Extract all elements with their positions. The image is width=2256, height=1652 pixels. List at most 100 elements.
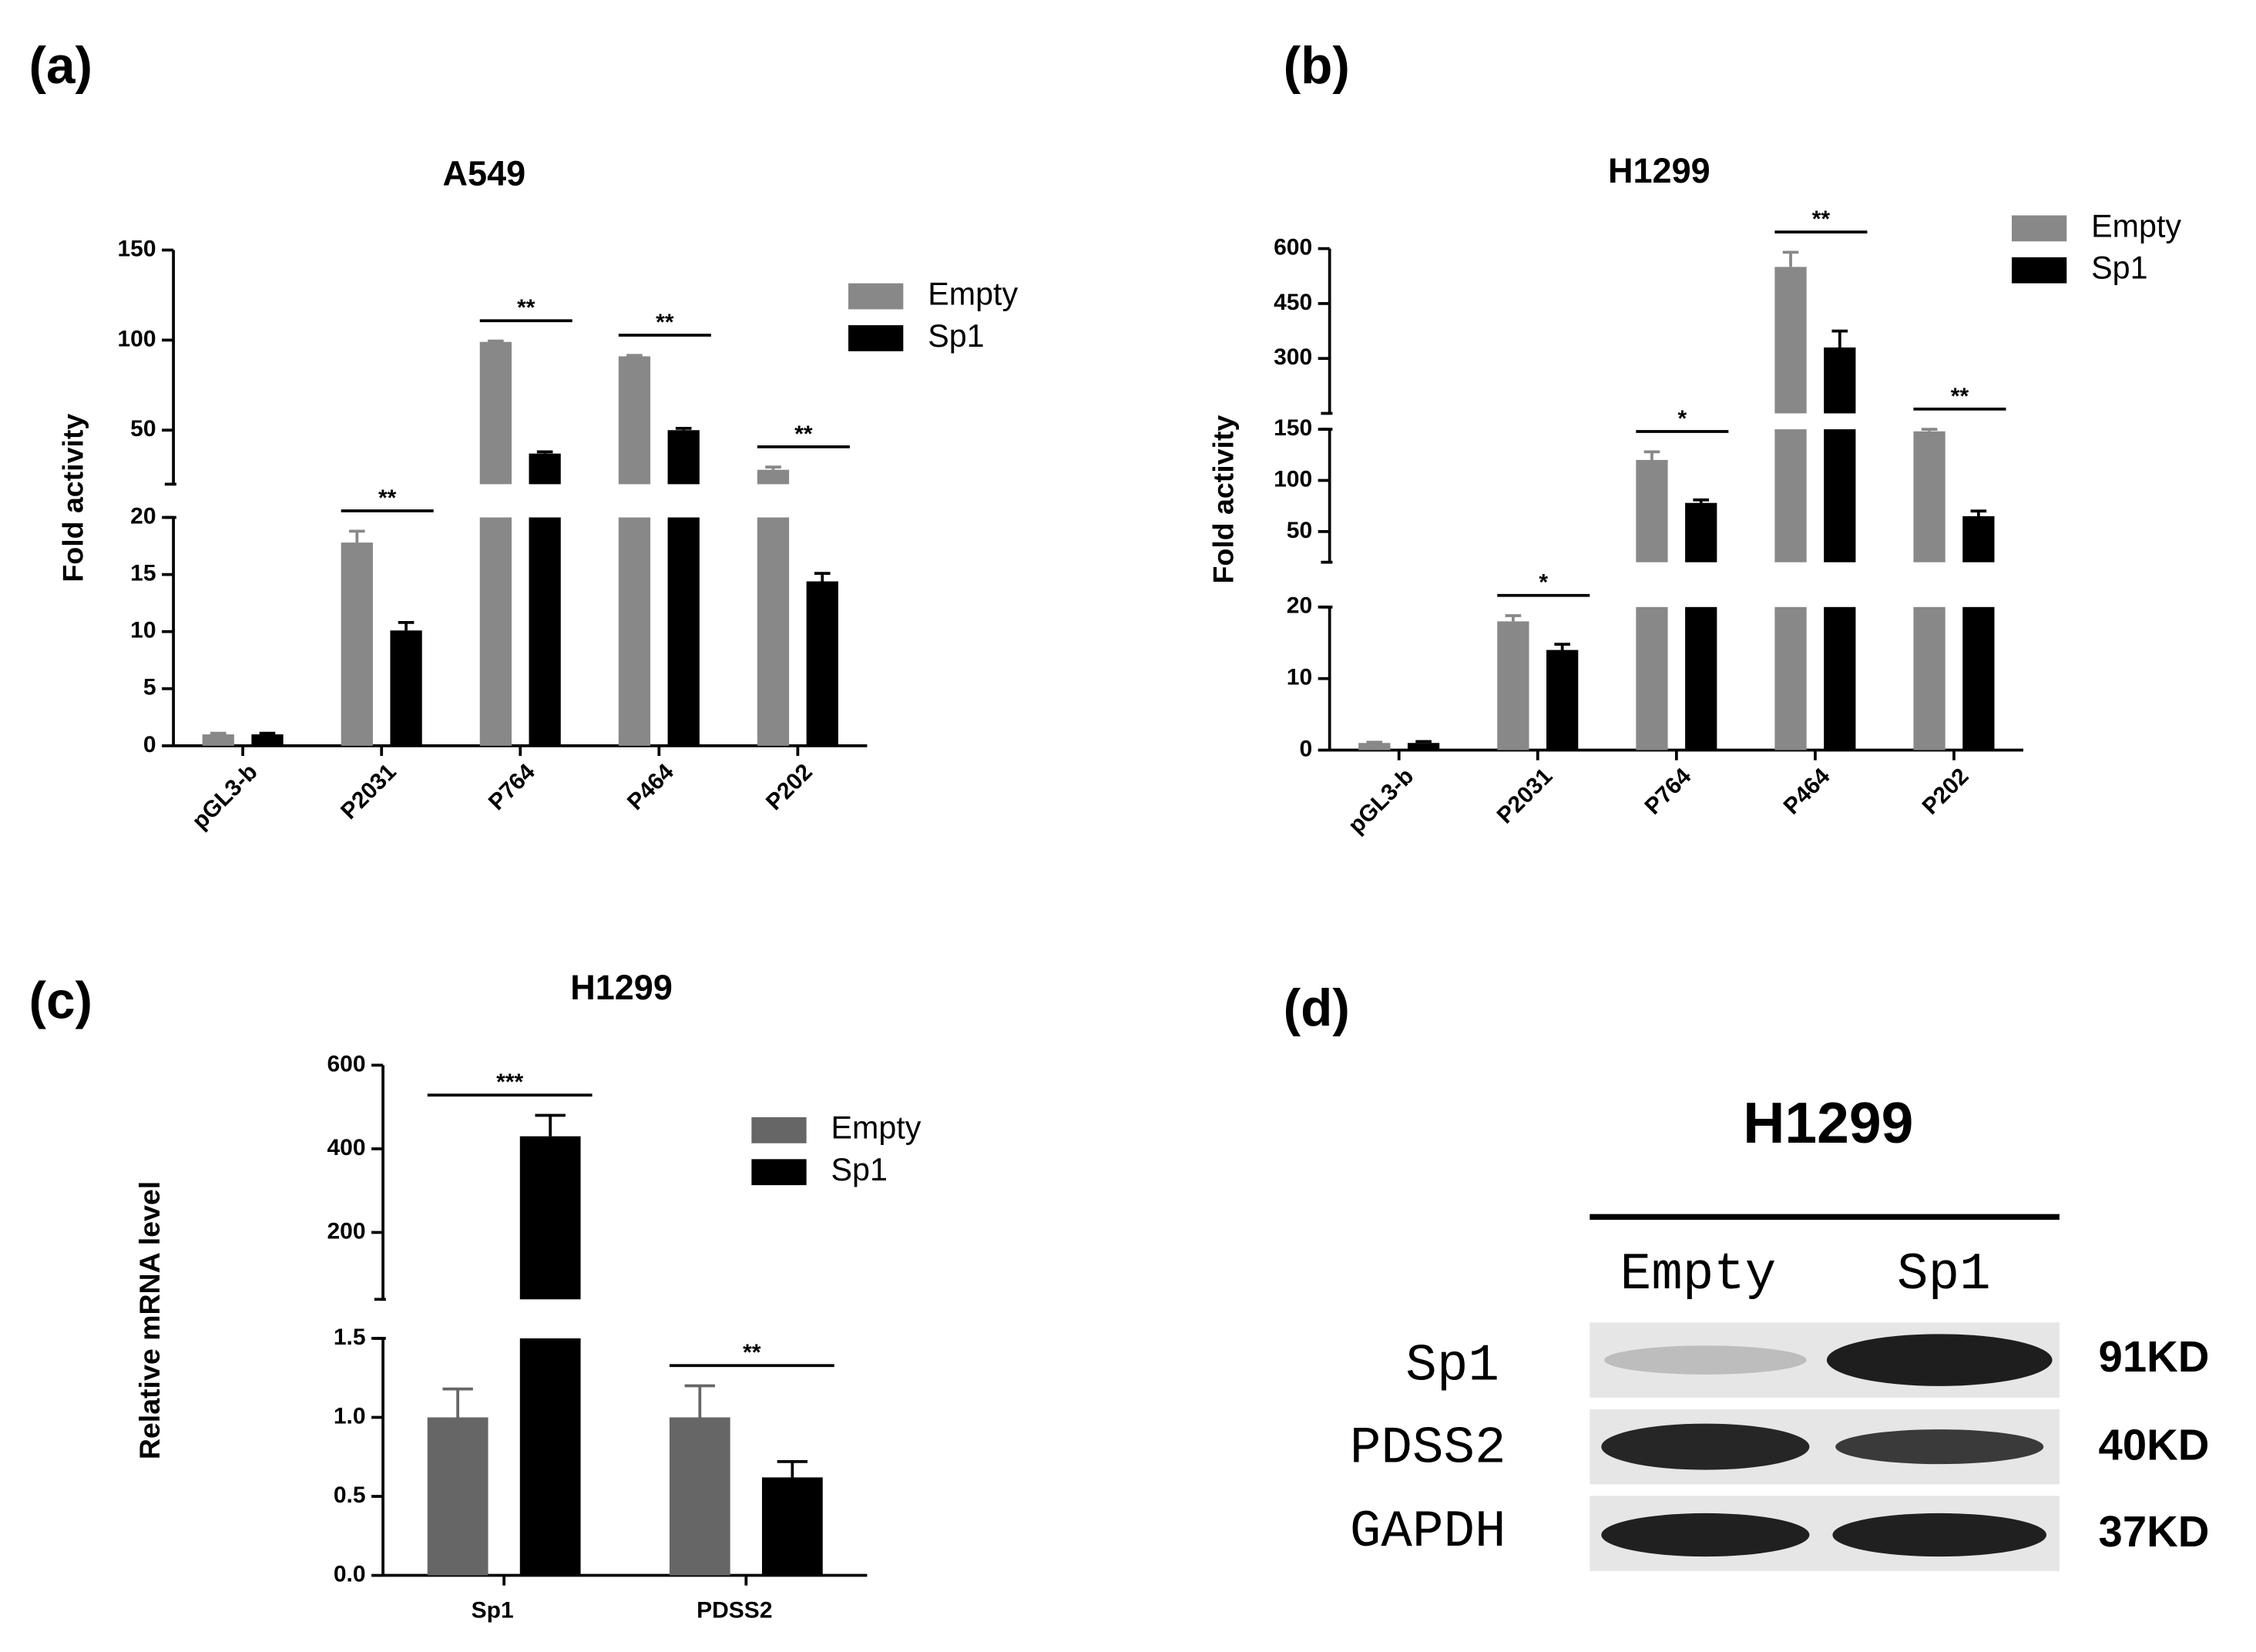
size-label: 37KD — [2099, 1507, 2210, 1556]
band — [1826, 1334, 2053, 1386]
legend-label: Sp1 — [831, 1152, 888, 1187]
panel-label: (d) — [1284, 979, 1350, 1037]
legend-label: Empty — [2091, 208, 2181, 243]
y-axis-label: Fold activity — [1207, 415, 1240, 584]
error-bar — [1554, 643, 1570, 650]
bar — [1636, 606, 1668, 750]
x-tick-label: pGL3-b — [187, 759, 263, 834]
bar — [669, 1417, 730, 1576]
error-bar — [626, 354, 643, 358]
panel-label: (b) — [1284, 37, 1350, 95]
legend-swatch — [848, 325, 904, 351]
bar — [1497, 621, 1529, 750]
x-tick-label: P464 — [623, 759, 679, 815]
x-tick-label: Sp1 — [472, 1597, 514, 1623]
x-tick-label: P202 — [761, 759, 817, 815]
bar — [806, 581, 838, 746]
x-tick-label: P764 — [484, 759, 540, 815]
error-bar — [348, 529, 365, 543]
y-tick-label: 0.0 — [334, 1561, 366, 1587]
lane-label: Empty — [1620, 1246, 1777, 1304]
bar — [1358, 743, 1391, 750]
size-label: 40KD — [2099, 1420, 2210, 1469]
error-bar — [765, 465, 781, 470]
bar — [757, 517, 790, 746]
legend-label: Empty — [831, 1110, 922, 1146]
panel-label: (a) — [29, 37, 93, 95]
x-tick-label: PDSS2 — [697, 1597, 772, 1623]
bar — [618, 517, 651, 746]
y-tick-label: 0.5 — [334, 1482, 366, 1508]
y-tick-label: 50 — [130, 416, 156, 442]
y-tick-label: 600 — [1274, 235, 1312, 260]
legend-swatch — [2012, 257, 2067, 284]
bar — [251, 734, 284, 746]
error-bar — [1831, 329, 1848, 348]
blot — [1590, 1322, 2060, 1571]
bar — [618, 356, 651, 485]
y-tick-label: 200 — [327, 1218, 365, 1244]
error-bar — [1921, 428, 1938, 431]
row-label: Sp1 — [1405, 1337, 1499, 1395]
bar — [667, 517, 700, 746]
x-tick-label: P202 — [1918, 764, 1974, 820]
error-bar — [536, 450, 553, 454]
y-axis-label: Relative mRNA level — [133, 1181, 166, 1459]
panel-label: (c) — [29, 972, 93, 1029]
error-bar — [777, 1460, 808, 1478]
row-label: GAPDH — [1350, 1503, 1506, 1562]
y-tick-label: 0 — [143, 732, 156, 757]
error-bar — [442, 1387, 473, 1418]
bar — [1824, 429, 1856, 562]
bar — [1685, 606, 1717, 750]
bar — [1824, 606, 1856, 750]
error-bar — [675, 427, 692, 431]
bar — [529, 453, 561, 485]
y-tick-label: 15 — [130, 561, 156, 586]
bar — [1913, 431, 1945, 562]
chart-title: H1299 — [570, 968, 673, 1007]
significance-label: ** — [1951, 384, 1969, 409]
error-bar — [1970, 509, 1987, 516]
band — [1601, 1423, 1810, 1470]
significance-label: ** — [517, 295, 535, 321]
error-bar — [535, 1113, 566, 1137]
y-tick-label: 150 — [118, 236, 156, 261]
legend-swatch — [751, 1159, 807, 1186]
bar — [761, 1477, 823, 1576]
error-bar — [1782, 250, 1799, 267]
y-tick-label: 100 — [1274, 466, 1312, 492]
bar — [390, 630, 422, 746]
y-tick-label: 20 — [130, 503, 156, 529]
bar — [1774, 606, 1807, 750]
row-label: PDSS2 — [1350, 1419, 1506, 1478]
bar — [667, 430, 700, 485]
chart-title: H1299 — [1608, 151, 1710, 190]
error-bar — [1643, 450, 1660, 460]
bar — [1962, 515, 1995, 562]
error-bar — [1415, 740, 1432, 744]
legend-swatch — [2012, 215, 2067, 242]
bar — [529, 517, 561, 746]
y-tick-label: 300 — [1274, 344, 1312, 370]
bar — [519, 1136, 581, 1300]
significance-label: * — [1539, 570, 1548, 596]
error-bar — [398, 620, 415, 631]
y-tick-label: 600 — [327, 1051, 365, 1076]
error-bar — [814, 572, 831, 582]
y-tick-label: 450 — [1274, 290, 1312, 315]
y-tick-label: 150 — [1274, 415, 1312, 441]
bar — [1636, 459, 1668, 562]
bar — [479, 341, 512, 485]
bar — [1685, 502, 1717, 562]
error-bar — [1366, 740, 1383, 744]
bar — [757, 469, 790, 485]
significance-label: * — [1677, 406, 1687, 431]
significance-label: ** — [656, 310, 674, 335]
band — [1601, 1513, 1810, 1557]
y-axis-label: Fold activity — [56, 414, 89, 583]
x-tick-label: pGL3-b — [1344, 764, 1419, 839]
error-bar — [1505, 614, 1522, 622]
bar — [1962, 606, 1995, 750]
y-tick-label: 0 — [1299, 736, 1312, 761]
